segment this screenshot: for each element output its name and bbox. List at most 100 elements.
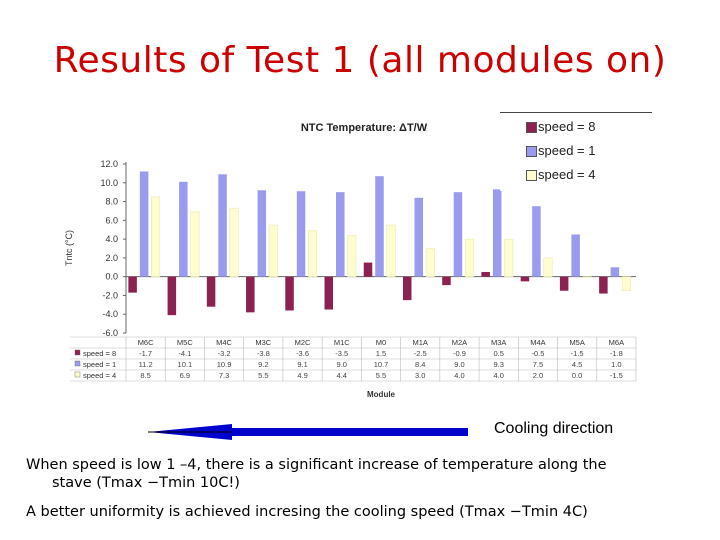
x-tick-label: M1C [334,338,350,347]
bar-speed-8-M3C [246,276,255,313]
data-table-value: 8.4 [415,360,425,369]
bar-speed-1-M0 [375,176,384,277]
legend-swatch [526,122,537,133]
y-tick-label: 8.0 [105,197,118,207]
chart-legend: speed = 8 speed = 1 speed = 4 [500,112,652,191]
cooling-arrow-shaft [230,428,468,436]
data-table-value: 6.9 [180,371,190,380]
data-table-value: -1.8 [610,349,623,358]
bar-speed-8-M1A [402,276,412,301]
table-series-swatch [74,360,81,367]
data-table-value: 7.3 [219,371,229,380]
legend-entry-speed-1: speed = 1 [526,143,595,158]
data-table-value: 4.5 [572,360,582,369]
data-table-value: 4.4 [337,371,347,380]
bar-speed-4-M1A [425,248,435,277]
x-tick-label: M5A [569,338,584,347]
data-table-value: 9.3 [493,360,503,369]
data-table-value: -0.9 [453,349,466,358]
bar-speed-1-M4C [218,174,227,277]
data-table-value: 8.5 [140,371,150,380]
bar-speed-1-M4A [532,206,541,277]
note-2-line-1: A better uniformity is achieved incresin… [26,504,588,520]
legend-label: speed = 8 [538,119,596,134]
chart-title: NTC Temperature: ΔT/W [301,122,428,134]
cooling-direction-label: Cooling direction [494,420,614,437]
y-tick-label: 12.0 [100,159,118,169]
bar-speed-4-M6A [621,276,631,291]
x-tick-label: M4A [530,338,545,347]
data-table-value: 5.5 [258,371,268,380]
x-tick-label: M1A [413,338,428,347]
x-tick-label: M3A [491,338,506,347]
bar-speed-1-M1A [414,197,423,277]
bar-speed-4-M1C [347,235,357,277]
bar-speed-8-M2A [442,276,451,286]
bar-speed-1-M5A [571,234,580,277]
data-table-value: 1.5 [376,349,386,358]
bar-speed-1-M2A [453,192,463,277]
data-table-value: -1.5 [610,371,623,380]
y-tick-label: -2.0 [102,290,118,300]
x-tick-label: M6A [609,338,624,347]
data-table-value: -3.5 [335,349,348,358]
y-tick-label: -4.0 [102,309,118,319]
bar-speed-8-M2C [285,276,294,311]
data-table-value: 5.5 [376,371,386,380]
data-table-value: 9.0 [454,360,464,369]
x-tick-label: M3C [255,338,271,347]
data-table-value: -1.7 [139,349,152,358]
y-tick-label: 4.0 [105,234,118,244]
y-tick-label: 2.0 [105,253,118,263]
x-tick-label: M2C [295,338,311,347]
table-series-label: speed = 1 [83,360,116,369]
legend-swatch [526,146,537,157]
table-series-label: speed = 8 [83,349,116,358]
bar-speed-8-M0 [363,262,373,277]
bar-speed-8-M5C [167,276,177,316]
bar-speed-8-M4C [206,276,216,307]
bar-speed-1-M2C [296,191,306,277]
x-axis-label: Module [367,390,396,399]
legend-entry-speed-8: speed = 8 [526,119,596,134]
data-table-value: 4.0 [454,371,464,380]
data-table-value: 0.5 [493,349,503,358]
x-tick-label: M0 [376,338,386,347]
bar-speed-8-M6A [599,276,608,294]
bar-speed-8-M1C [324,276,334,310]
bar-speed-8-M6C [128,276,137,293]
data-table-value: -0.5 [531,349,544,358]
data-table-value: -3.8 [257,349,270,358]
bar-speed-4-M3C [268,224,278,277]
bar-speed-1-M6A [610,267,620,277]
bar-speed-4-M2C [308,230,318,277]
data-table-value: 4.0 [493,371,503,380]
y-tick-label: 10.0 [100,178,118,188]
data-table-value: 7.5 [533,360,543,369]
bar-speed-8-M3A [481,271,490,277]
data-table-value: 9.2 [258,360,268,369]
data-table-value: 3.0 [415,371,425,380]
note-2: A better uniformity is achieved incresin… [26,503,588,521]
y-tick-label: 6.0 [105,215,118,225]
bar-speed-4-M6C [151,196,161,277]
note-1-line-2: stave (Tmax −Tmin 10C!) [52,475,240,491]
table-series-swatch [74,349,81,356]
x-tick-label: M6C [138,338,154,347]
bar-speed-1-M6C [139,171,149,277]
data-table-value: -3.2 [218,349,231,358]
bar-speed-1-M3C [257,190,267,277]
x-tick-label: M5C [177,338,193,347]
data-table-value: 1.0 [611,360,621,369]
table-series-swatch [74,371,81,378]
bar-speed-4-M4A [543,257,553,277]
x-tick-label: M4C [216,338,232,347]
bar-speed-4-M3A [504,238,514,277]
y-tick-label: 0.0 [105,272,118,282]
bar-speed-4-M5A [582,276,592,278]
data-table-value: -3.6 [296,349,309,358]
note-1: When speed is low 1 –4, there is a signi… [26,456,607,492]
data-table-value: 2.0 [533,371,543,380]
data-table-value: 10.9 [217,360,232,369]
bar-speed-8-M5A [559,276,569,291]
